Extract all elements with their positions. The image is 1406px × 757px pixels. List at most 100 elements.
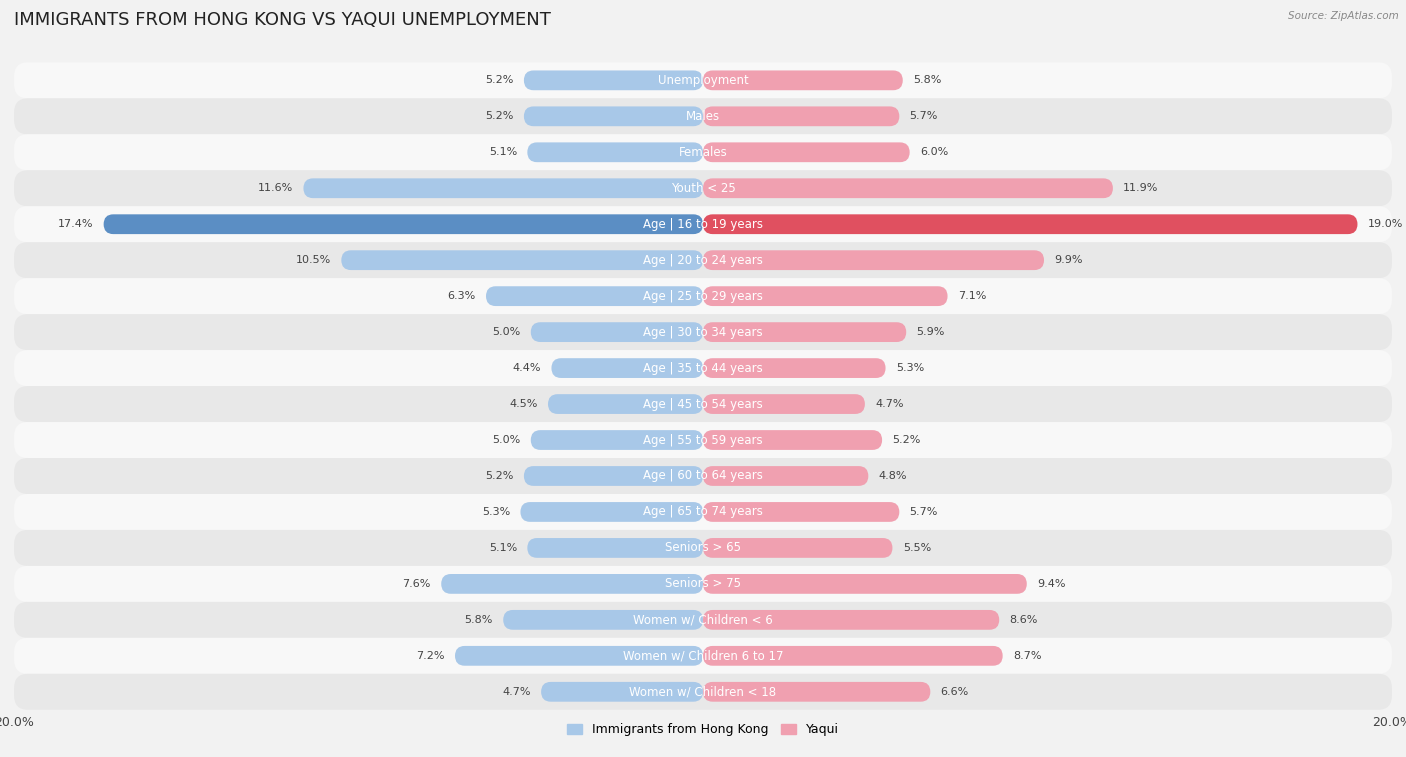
- Text: Seniors > 65: Seniors > 65: [665, 541, 741, 554]
- Text: 5.8%: 5.8%: [464, 615, 494, 625]
- Text: 5.0%: 5.0%: [492, 327, 520, 337]
- Text: 5.3%: 5.3%: [482, 507, 510, 517]
- FancyBboxPatch shape: [703, 466, 869, 486]
- FancyBboxPatch shape: [14, 494, 1392, 530]
- Text: 5.1%: 5.1%: [489, 148, 517, 157]
- FancyBboxPatch shape: [703, 538, 893, 558]
- Text: 7.1%: 7.1%: [957, 291, 986, 301]
- Text: Males: Males: [686, 110, 720, 123]
- Text: 17.4%: 17.4%: [58, 220, 93, 229]
- FancyBboxPatch shape: [14, 98, 1392, 134]
- FancyBboxPatch shape: [703, 430, 882, 450]
- FancyBboxPatch shape: [703, 574, 1026, 593]
- FancyBboxPatch shape: [14, 350, 1392, 386]
- FancyBboxPatch shape: [14, 566, 1392, 602]
- FancyBboxPatch shape: [14, 206, 1392, 242]
- FancyBboxPatch shape: [541, 682, 703, 702]
- Text: 5.2%: 5.2%: [485, 111, 513, 121]
- Text: 5.9%: 5.9%: [917, 327, 945, 337]
- Text: 5.8%: 5.8%: [912, 76, 942, 86]
- Legend: Immigrants from Hong Kong, Yaqui: Immigrants from Hong Kong, Yaqui: [562, 718, 844, 741]
- Text: 4.7%: 4.7%: [502, 687, 531, 696]
- Text: 8.7%: 8.7%: [1012, 651, 1042, 661]
- FancyBboxPatch shape: [703, 358, 886, 378]
- Text: Youth < 25: Youth < 25: [671, 182, 735, 195]
- FancyBboxPatch shape: [14, 386, 1392, 422]
- Text: Age | 35 to 44 years: Age | 35 to 44 years: [643, 362, 763, 375]
- FancyBboxPatch shape: [14, 134, 1392, 170]
- Text: Age | 55 to 59 years: Age | 55 to 59 years: [643, 434, 763, 447]
- Text: 4.5%: 4.5%: [509, 399, 537, 409]
- FancyBboxPatch shape: [486, 286, 703, 306]
- Text: Women w/ Children 6 to 17: Women w/ Children 6 to 17: [623, 650, 783, 662]
- Text: 6.0%: 6.0%: [920, 148, 948, 157]
- Text: Females: Females: [679, 146, 727, 159]
- Text: 5.2%: 5.2%: [893, 435, 921, 445]
- FancyBboxPatch shape: [524, 70, 703, 90]
- Text: 8.6%: 8.6%: [1010, 615, 1038, 625]
- Text: Women w/ Children < 6: Women w/ Children < 6: [633, 613, 773, 626]
- FancyBboxPatch shape: [703, 107, 900, 126]
- Text: 11.6%: 11.6%: [257, 183, 292, 193]
- FancyBboxPatch shape: [703, 394, 865, 414]
- FancyBboxPatch shape: [531, 322, 703, 342]
- Text: Seniors > 75: Seniors > 75: [665, 578, 741, 590]
- FancyBboxPatch shape: [548, 394, 703, 414]
- Text: 11.9%: 11.9%: [1123, 183, 1159, 193]
- FancyBboxPatch shape: [524, 107, 703, 126]
- Text: 4.8%: 4.8%: [879, 471, 907, 481]
- Text: Age | 65 to 74 years: Age | 65 to 74 years: [643, 506, 763, 519]
- FancyBboxPatch shape: [304, 179, 703, 198]
- Text: Unemployment: Unemployment: [658, 74, 748, 87]
- Text: 19.0%: 19.0%: [1368, 220, 1403, 229]
- FancyBboxPatch shape: [703, 646, 1002, 665]
- FancyBboxPatch shape: [703, 214, 1358, 234]
- FancyBboxPatch shape: [14, 638, 1392, 674]
- Text: Women w/ Children < 18: Women w/ Children < 18: [630, 685, 776, 698]
- Text: Age | 60 to 64 years: Age | 60 to 64 years: [643, 469, 763, 482]
- FancyBboxPatch shape: [14, 602, 1392, 638]
- FancyBboxPatch shape: [527, 538, 703, 558]
- FancyBboxPatch shape: [524, 466, 703, 486]
- Text: 5.3%: 5.3%: [896, 363, 924, 373]
- FancyBboxPatch shape: [14, 458, 1392, 494]
- Text: 9.9%: 9.9%: [1054, 255, 1083, 265]
- FancyBboxPatch shape: [342, 251, 703, 270]
- FancyBboxPatch shape: [703, 142, 910, 162]
- Text: 5.0%: 5.0%: [492, 435, 520, 445]
- Text: 5.7%: 5.7%: [910, 111, 938, 121]
- Text: 5.5%: 5.5%: [903, 543, 931, 553]
- Text: IMMIGRANTS FROM HONG KONG VS YAQUI UNEMPLOYMENT: IMMIGRANTS FROM HONG KONG VS YAQUI UNEMP…: [14, 11, 551, 30]
- Text: Age | 25 to 29 years: Age | 25 to 29 years: [643, 290, 763, 303]
- Text: Age | 20 to 24 years: Age | 20 to 24 years: [643, 254, 763, 266]
- FancyBboxPatch shape: [527, 142, 703, 162]
- Text: 5.2%: 5.2%: [485, 471, 513, 481]
- Text: 5.2%: 5.2%: [485, 76, 513, 86]
- FancyBboxPatch shape: [14, 422, 1392, 458]
- Text: Source: ZipAtlas.com: Source: ZipAtlas.com: [1288, 11, 1399, 21]
- FancyBboxPatch shape: [14, 278, 1392, 314]
- Text: Age | 16 to 19 years: Age | 16 to 19 years: [643, 218, 763, 231]
- FancyBboxPatch shape: [703, 70, 903, 90]
- FancyBboxPatch shape: [703, 322, 907, 342]
- FancyBboxPatch shape: [703, 610, 1000, 630]
- FancyBboxPatch shape: [456, 646, 703, 665]
- FancyBboxPatch shape: [703, 286, 948, 306]
- FancyBboxPatch shape: [503, 610, 703, 630]
- FancyBboxPatch shape: [104, 214, 703, 234]
- Text: 10.5%: 10.5%: [295, 255, 330, 265]
- FancyBboxPatch shape: [14, 242, 1392, 278]
- Text: 4.7%: 4.7%: [875, 399, 904, 409]
- FancyBboxPatch shape: [14, 170, 1392, 206]
- FancyBboxPatch shape: [520, 502, 703, 522]
- Text: 9.4%: 9.4%: [1038, 579, 1066, 589]
- Text: 7.6%: 7.6%: [402, 579, 430, 589]
- FancyBboxPatch shape: [531, 430, 703, 450]
- FancyBboxPatch shape: [14, 314, 1392, 350]
- FancyBboxPatch shape: [703, 502, 900, 522]
- FancyBboxPatch shape: [14, 530, 1392, 566]
- Text: 5.7%: 5.7%: [910, 507, 938, 517]
- FancyBboxPatch shape: [14, 62, 1392, 98]
- Text: Age | 30 to 34 years: Age | 30 to 34 years: [643, 326, 763, 338]
- FancyBboxPatch shape: [703, 179, 1114, 198]
